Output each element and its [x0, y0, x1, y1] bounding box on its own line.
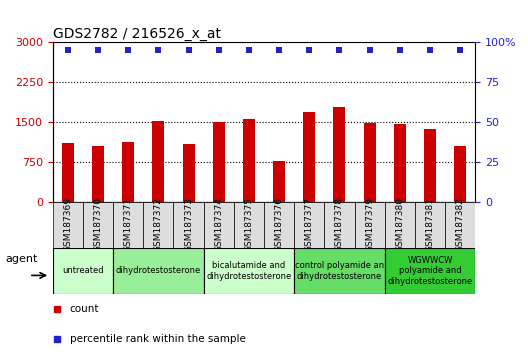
Text: GSM187377: GSM187377	[305, 197, 314, 252]
Bar	[243, 120, 255, 202]
Text: control polyamide an
dihydrotestosterone: control polyamide an dihydrotestosterone	[295, 261, 384, 280]
Bar	[53, 248, 113, 294]
Text: GSM187379: GSM187379	[365, 197, 374, 252]
Bar	[53, 202, 83, 248]
Bar	[364, 123, 375, 202]
Bar	[122, 142, 134, 202]
Text: agent: agent	[5, 254, 37, 264]
Text: GSM187372: GSM187372	[154, 197, 163, 252]
Bar	[234, 202, 264, 248]
Bar	[354, 202, 385, 248]
Bar	[303, 112, 315, 202]
Text: untreated: untreated	[62, 266, 104, 275]
Bar	[294, 248, 385, 294]
Text: GSM187371: GSM187371	[124, 197, 133, 252]
Bar	[385, 202, 415, 248]
Text: count: count	[70, 304, 99, 314]
Text: GSM187370: GSM187370	[93, 197, 102, 252]
Bar	[143, 202, 174, 248]
Bar	[264, 202, 294, 248]
Bar	[183, 144, 195, 202]
Bar	[62, 143, 74, 202]
Text: dihydrotestosterone: dihydrotestosterone	[116, 266, 201, 275]
Bar	[324, 202, 354, 248]
Text: GSM187378: GSM187378	[335, 197, 344, 252]
Bar	[213, 122, 225, 202]
Bar	[415, 202, 445, 248]
Text: WGWWCW
polyamide and
dihydrotestosterone: WGWWCW polyamide and dihydrotestosterone	[388, 256, 473, 286]
Text: GSM187376: GSM187376	[275, 197, 284, 252]
Bar	[385, 248, 475, 294]
Bar	[445, 202, 475, 248]
Text: GSM187373: GSM187373	[184, 197, 193, 252]
Bar	[394, 124, 406, 202]
Bar	[273, 161, 285, 202]
Bar	[153, 121, 164, 202]
Text: GSM187381: GSM187381	[426, 197, 435, 252]
Bar	[113, 202, 143, 248]
Bar	[424, 129, 436, 202]
Bar	[92, 146, 104, 202]
Bar	[204, 202, 234, 248]
Bar	[333, 107, 345, 202]
Text: GDS2782 / 216526_x_at: GDS2782 / 216526_x_at	[53, 28, 221, 41]
Bar	[113, 248, 204, 294]
Bar	[174, 202, 204, 248]
Text: GSM187374: GSM187374	[214, 197, 223, 252]
Text: GSM187380: GSM187380	[395, 197, 404, 252]
Text: GSM187369: GSM187369	[63, 197, 72, 252]
Bar	[83, 202, 113, 248]
Bar	[454, 146, 466, 202]
Text: GSM187382: GSM187382	[456, 197, 465, 252]
Bar	[204, 248, 294, 294]
Text: bicalutamide and
dihydrotestosterone: bicalutamide and dihydrotestosterone	[206, 261, 291, 280]
Text: GSM187375: GSM187375	[244, 197, 253, 252]
Bar	[294, 202, 324, 248]
Text: percentile rank within the sample: percentile rank within the sample	[70, 334, 246, 344]
